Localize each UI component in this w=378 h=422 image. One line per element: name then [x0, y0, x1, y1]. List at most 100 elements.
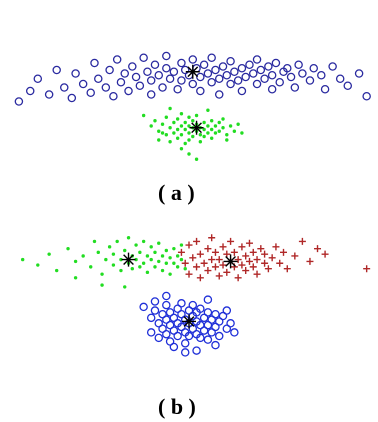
centroid-marker — [189, 120, 204, 135]
data-point-plus — [215, 272, 223, 280]
data-point-plus — [185, 241, 193, 249]
data-point-circle — [237, 64, 247, 73]
data-point-circle — [44, 90, 54, 99]
data-point-dot — [134, 243, 138, 247]
data-point-circle — [328, 62, 337, 71]
data-point-dot — [160, 268, 165, 273]
data-point-circle — [294, 60, 303, 70]
data-point-dot — [138, 250, 142, 255]
data-point-dot — [66, 246, 70, 251]
data-point-circle — [146, 90, 156, 99]
data-point-plus — [264, 265, 272, 273]
data-point-dot — [157, 241, 161, 245]
data-point-circle — [298, 69, 307, 78]
data-point-circle — [241, 72, 250, 82]
data-point-circle — [211, 340, 220, 350]
data-point-circle — [245, 60, 254, 70]
data-point-circle — [150, 297, 160, 306]
data-point-circle — [203, 295, 213, 304]
data-point-dot — [194, 113, 199, 118]
data-point-dot — [168, 256, 172, 260]
data-point-plus — [298, 237, 306, 245]
data-point-circle — [112, 55, 122, 64]
data-point-dot — [213, 131, 218, 135]
data-point-plus — [314, 245, 322, 253]
data-point-dot — [191, 134, 195, 139]
centroid-marker — [121, 252, 136, 267]
data-point-dot — [172, 131, 176, 135]
data-point-circle — [162, 64, 171, 73]
data-point-circle — [33, 74, 43, 84]
data-point-dot — [126, 236, 131, 240]
data-point-circle — [162, 291, 171, 301]
data-point-plus — [215, 256, 223, 264]
data-point-dot — [198, 133, 203, 137]
data-point-dot — [206, 131, 210, 135]
data-point-dot — [221, 126, 225, 130]
data-point-dot — [175, 265, 180, 269]
data-point-dot — [123, 285, 127, 289]
data-point-circle — [267, 71, 277, 80]
data-point-dot — [153, 265, 157, 269]
data-point-dot — [73, 259, 78, 264]
data-point-plus — [261, 259, 269, 267]
data-point-dot — [217, 129, 221, 133]
data-point-circle — [275, 78, 284, 87]
data-point-dot — [130, 267, 134, 271]
data-point-circle — [128, 62, 137, 71]
data-point-plus — [253, 270, 261, 278]
data-point-circle — [109, 92, 118, 101]
data-point-dot — [92, 239, 97, 244]
data-point-circle — [143, 67, 152, 77]
data-point-circle — [86, 88, 95, 98]
data-point-plus — [363, 265, 371, 273]
data-point-circle — [286, 72, 296, 82]
data-point-dot — [206, 124, 210, 128]
data-point-plus — [234, 274, 242, 282]
data-point-circle — [154, 333, 164, 343]
data-point-dot — [100, 283, 104, 287]
data-point-plus — [185, 270, 193, 278]
data-point-circle — [131, 72, 141, 82]
data-point-circle — [207, 78, 216, 87]
data-point-dot — [179, 124, 184, 128]
data-point-dot — [145, 254, 150, 258]
data-point-plus — [211, 248, 219, 256]
data-point-plus — [272, 243, 280, 251]
data-point-plus — [291, 252, 299, 260]
data-point-plus — [283, 265, 291, 273]
data-point-dot — [73, 276, 78, 280]
data-point-dot — [236, 122, 240, 126]
data-point-circle — [173, 331, 182, 341]
data-point-circle — [101, 83, 111, 92]
data-point-dot — [179, 243, 184, 247]
data-point-dot — [175, 136, 180, 140]
data-point-circle — [162, 51, 171, 61]
data-point-plus — [321, 250, 329, 258]
data-point-dot — [119, 257, 123, 262]
data-point-circle — [25, 86, 35, 96]
data-point-circle — [214, 90, 224, 99]
data-point-dot — [209, 119, 214, 123]
data-point-circle — [180, 348, 190, 357]
data-point-dot — [209, 127, 214, 132]
data-point-circle — [78, 79, 88, 89]
scatter-panel-b — [20, 234, 371, 357]
data-point-dot — [149, 124, 153, 128]
data-point-dot — [149, 245, 153, 249]
data-point-circle — [203, 308, 213, 317]
data-point-dot — [175, 254, 180, 258]
data-point-plus — [245, 257, 253, 265]
data-point-plus — [227, 237, 235, 245]
data-point-circle — [192, 346, 201, 355]
data-point-dot — [202, 134, 206, 139]
data-point-circle — [233, 76, 243, 85]
data-point-circle — [214, 331, 224, 341]
data-point-plus — [242, 252, 250, 260]
data-point-circle — [222, 306, 232, 315]
data-point-circle — [354, 69, 364, 78]
data-point-circle — [90, 58, 99, 68]
data-point-circle — [343, 81, 353, 91]
data-point-circle — [188, 300, 198, 310]
data-point-dot — [168, 272, 172, 276]
